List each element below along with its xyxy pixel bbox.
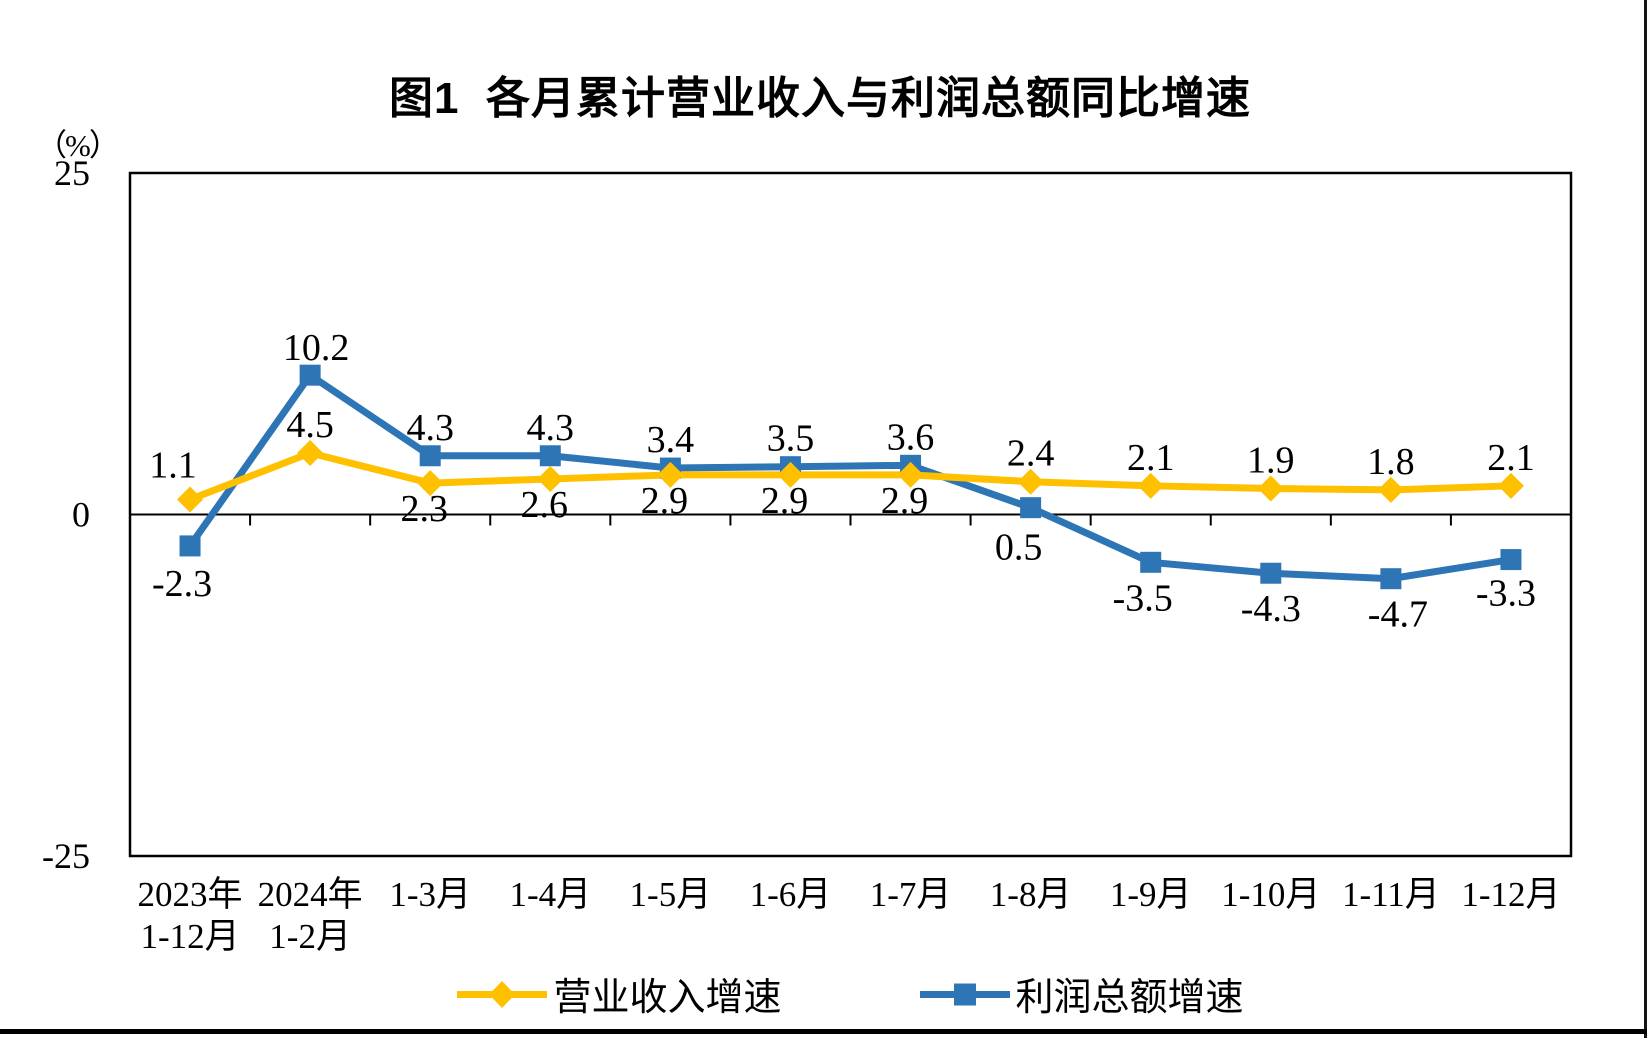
profit-growth-marker xyxy=(1500,549,1522,571)
revenue-growth-data-label: 1.1 xyxy=(149,444,197,486)
x-axis-category-label: 2024年 xyxy=(258,875,363,914)
revenue-growth-data-label: 2.3 xyxy=(400,488,448,530)
profit-growth-data-label: -2.3 xyxy=(152,563,212,605)
revenue-growth-data-label: 2.9 xyxy=(881,480,929,522)
revenue-growth-data-label: 1.9 xyxy=(1247,440,1295,482)
revenue-growth-line xyxy=(188,449,1512,503)
revenue-growth-marker xyxy=(1137,472,1164,499)
x-axis-category-label: 1-10月 xyxy=(1221,875,1320,914)
revenue-growth-data-label: 2.4 xyxy=(1007,433,1055,475)
x-axis-category-label: 1-6月 xyxy=(750,875,832,914)
revenue-growth-marker xyxy=(537,465,564,492)
revenue-growth-marker xyxy=(1497,472,1524,499)
revenue-growth-marker xyxy=(657,461,684,488)
profit-growth-marker xyxy=(1140,551,1162,573)
x-axis-category-label: 1-4月 xyxy=(509,875,591,914)
profit-growth-marker xyxy=(419,445,441,467)
profit-growth-marker xyxy=(1380,568,1402,590)
y-axis-unit-label: （%） xyxy=(36,128,120,163)
profit-growth-data-label: -3.5 xyxy=(1113,577,1173,619)
revenue-growth-marker xyxy=(1017,468,1044,495)
chart-legend: 营业收入增速 利润总额增速 xyxy=(130,966,1571,1021)
revenue-growth-marker xyxy=(1377,476,1404,503)
page-right-border-line xyxy=(1644,0,1647,1038)
profit-growth-data-label: 4.3 xyxy=(406,407,454,449)
revenue-growth-data-label: 2.1 xyxy=(1127,437,1175,479)
revenue-growth-data-label: 2.9 xyxy=(761,480,809,522)
profit-growth-marker xyxy=(179,535,201,557)
revenue-growth-data-label: 2.9 xyxy=(641,480,689,522)
revenue-legend-label: 营业收入增速 xyxy=(553,977,782,1019)
x-axis-category-label: 2023年 xyxy=(138,875,243,914)
profit-growth-marker xyxy=(299,364,321,386)
profit-growth-data-label: -4.7 xyxy=(1368,594,1428,636)
profit-growth-data-label: 3.4 xyxy=(647,419,695,461)
profit-growth-data-label: 3.5 xyxy=(767,418,815,460)
profit-growth-data-label: 3.6 xyxy=(887,416,935,458)
profit-line-square-marker-icon xyxy=(919,983,1010,1005)
x-axis-category-label: 1-9月 xyxy=(1110,875,1192,914)
x-axis-category-label: 1-2月 xyxy=(269,917,351,956)
profit-legend-label: 利润总额增速 xyxy=(1015,977,1244,1019)
revenue-growth-marker xyxy=(897,461,924,488)
profit-growth-line xyxy=(187,370,1512,583)
x-axis-category-label: 1-11月 xyxy=(1342,875,1440,914)
profit-growth-marker xyxy=(1260,562,1282,584)
profit-growth-data-label: 4.3 xyxy=(527,407,575,449)
page-bottom-border-line xyxy=(0,1029,1647,1034)
y-axis-tick-label: 25 xyxy=(54,153,90,193)
chart-title: 图1 各月累计营业收入与利润总额同比增速 xyxy=(389,74,1251,123)
y-axis-tick-label: 0 xyxy=(72,495,90,535)
legend-item-revenue-growth: 营业收入增速 xyxy=(457,966,782,1021)
x-axis-category-label: 1-5月 xyxy=(630,875,712,914)
revenue-growth-data-label: 1.8 xyxy=(1367,441,1415,483)
y-axis-tick-label: -25 xyxy=(42,836,90,876)
revenue-growth-marker xyxy=(297,440,324,467)
revenue-growth-marker xyxy=(177,486,204,513)
revenue-growth-marker xyxy=(1257,475,1284,502)
x-axis-category-label: 1-3月 xyxy=(389,875,471,914)
x-axis-category-label: 1-7月 xyxy=(870,875,952,914)
revenue-growth-data-label: 2.1 xyxy=(1487,437,1535,479)
profit-growth-data-label: 10.2 xyxy=(283,327,350,369)
revenue-growth-data-label: 4.5 xyxy=(286,404,334,446)
profit-growth-marker xyxy=(539,445,561,467)
profit-growth-data-label: -4.3 xyxy=(1241,588,1301,630)
revenue-growth-marker xyxy=(777,461,804,488)
profit-growth-data-label: 0.5 xyxy=(995,527,1043,569)
revenue-growth-data-label: 2.6 xyxy=(521,484,569,526)
x-axis-category-label: 1-12月 xyxy=(140,917,239,956)
revenue-growth-marker xyxy=(417,470,444,497)
profit-growth-data-label: -3.3 xyxy=(1476,573,1536,615)
profit-growth-marker xyxy=(1020,497,1042,519)
legend-item-profit-growth: 利润总额增速 xyxy=(919,966,1244,1021)
x-axis-category-label: 1-12月 xyxy=(1461,875,1560,914)
x-axis-category-label: 1-8月 xyxy=(990,875,1072,914)
revenue-line-diamond-marker-icon xyxy=(457,980,548,1008)
